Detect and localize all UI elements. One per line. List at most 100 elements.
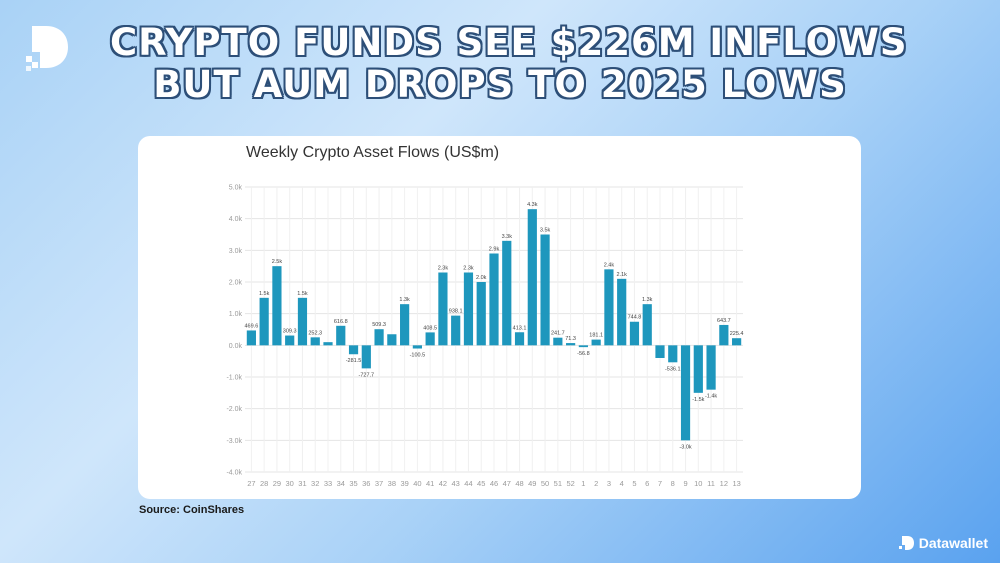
x-tick-label: 34 [337, 479, 345, 488]
bar [336, 325, 346, 346]
data-label: 1.5k [259, 291, 270, 297]
bar [502, 240, 512, 346]
data-label: -281.5 [346, 358, 362, 364]
data-label: 4.3k [527, 202, 538, 208]
bar [400, 304, 410, 346]
bar [438, 272, 448, 346]
bar [348, 345, 359, 355]
chart-title: Weekly Crypto Asset Flows (US$m) [246, 144, 500, 161]
x-tick-label: 27 [247, 479, 255, 488]
x-tick-label: 52 [566, 479, 574, 488]
bar [540, 234, 550, 346]
x-tick-label: 32 [311, 479, 319, 488]
data-label: 413.1 [513, 325, 527, 331]
data-label: 2.0k [476, 275, 487, 281]
brand-name: Datawallet [918, 535, 988, 551]
data-label: 938.1 [449, 309, 463, 315]
bar [451, 315, 461, 346]
bar [246, 330, 256, 346]
bar [527, 209, 537, 346]
y-tick-label: 0.0k [229, 343, 243, 350]
bar [489, 253, 499, 346]
y-tick-label: 1.0k [229, 311, 243, 318]
bar [732, 338, 742, 346]
bar [591, 339, 601, 346]
bar [566, 343, 576, 346]
bar-chart: 5.0k 4.0k 3.0k 2.0k 1.0k 0.0k -1.0k -2.0k -3.0k -… [226, 185, 744, 489]
bar [412, 345, 422, 349]
bar [655, 345, 665, 358]
x-tick-label: 36 [362, 479, 370, 488]
data-label: -536.1 [665, 366, 681, 372]
data-label: 2.3k [463, 266, 474, 272]
data-label: 225.4 [730, 331, 744, 337]
y-tick-label: -2.0k [226, 406, 242, 413]
data-label: 1.3k [399, 297, 410, 303]
bar [272, 266, 282, 346]
x-tick-label: 31 [298, 479, 306, 488]
bar [514, 332, 525, 346]
data-label: 309.3 [283, 329, 297, 335]
x-tick-label: 28 [260, 479, 268, 488]
data-label: 71.3 [565, 336, 576, 342]
bar [259, 297, 269, 346]
x-tick-label: 46 [490, 479, 498, 488]
y-tick-label: -3.0k [226, 438, 242, 445]
x-tick-label: 8 [671, 479, 675, 488]
x-tick-label: 4 [620, 479, 624, 488]
x-tick-label: 39 [400, 479, 408, 488]
x-tick-label: 48 [515, 479, 523, 488]
bar [706, 345, 716, 390]
x-tick-label: 40 [413, 479, 421, 488]
bar [310, 337, 320, 346]
data-label: 1.3k [642, 297, 653, 303]
brand-badge: Datawallet [898, 535, 988, 551]
data-label: 2.9k [489, 247, 500, 253]
bar [425, 332, 435, 346]
bar [374, 329, 384, 346]
headline-line-2: BUT AUM DROPS TO 2025 LOWS [153, 63, 847, 106]
data-label: 3.3k [502, 234, 513, 240]
x-tick-label: 37 [375, 479, 383, 488]
datawallet-logo-icon [26, 26, 68, 71]
x-tick-label: 45 [477, 479, 485, 488]
chart-card: Weekly Crypto Asset Flows (US$m) 5.0k 4.0… [138, 136, 861, 499]
x-tick-label: 50 [541, 479, 549, 488]
data-label: 2.1k [616, 272, 627, 278]
headline: CRYPTO FUNDS SEE $226M INFLOWS BUT AUM D… [110, 22, 907, 106]
source-credit: Source: CoinShares [139, 504, 245, 516]
datawallet-logo-icon [898, 536, 914, 550]
bar [297, 297, 308, 346]
x-tick-label: 35 [349, 479, 357, 488]
y-tick-label: -4.0k [226, 470, 242, 477]
x-tick-label: 51 [554, 479, 562, 488]
data-label: 2.5k [272, 259, 283, 265]
data-label: 252.3 [308, 330, 322, 336]
bar [361, 345, 371, 369]
bar [553, 337, 563, 346]
bar [387, 334, 397, 346]
data-label: 2.3k [438, 266, 449, 272]
data-label: 3.5k [540, 228, 551, 234]
x-tick-label: 29 [273, 479, 281, 488]
bar [463, 272, 474, 346]
data-label: -3.0k [679, 444, 691, 450]
x-tick-label: 1 [581, 479, 585, 488]
y-tick-label: -1.0k [226, 375, 242, 382]
x-tick-label: 42 [439, 479, 447, 488]
y-tick-label: 3.0k [229, 248, 243, 255]
x-tick-label: 43 [452, 479, 460, 488]
data-label: -1.4k [705, 394, 717, 400]
x-tick-label: 12 [720, 479, 728, 488]
x-tick-label: 2 [594, 479, 598, 488]
x-tick-label: 30 [286, 479, 294, 488]
data-label: 408.5 [423, 325, 437, 331]
x-tick-label: 5 [632, 479, 636, 488]
data-label: 744.8 [628, 315, 642, 321]
data-label: 643.7 [717, 318, 731, 324]
data-label: 2.4k [604, 262, 615, 268]
data-label: -100.5 [410, 353, 426, 359]
bar [476, 282, 486, 346]
data-label: 616.8 [334, 319, 348, 325]
bar [693, 345, 703, 393]
